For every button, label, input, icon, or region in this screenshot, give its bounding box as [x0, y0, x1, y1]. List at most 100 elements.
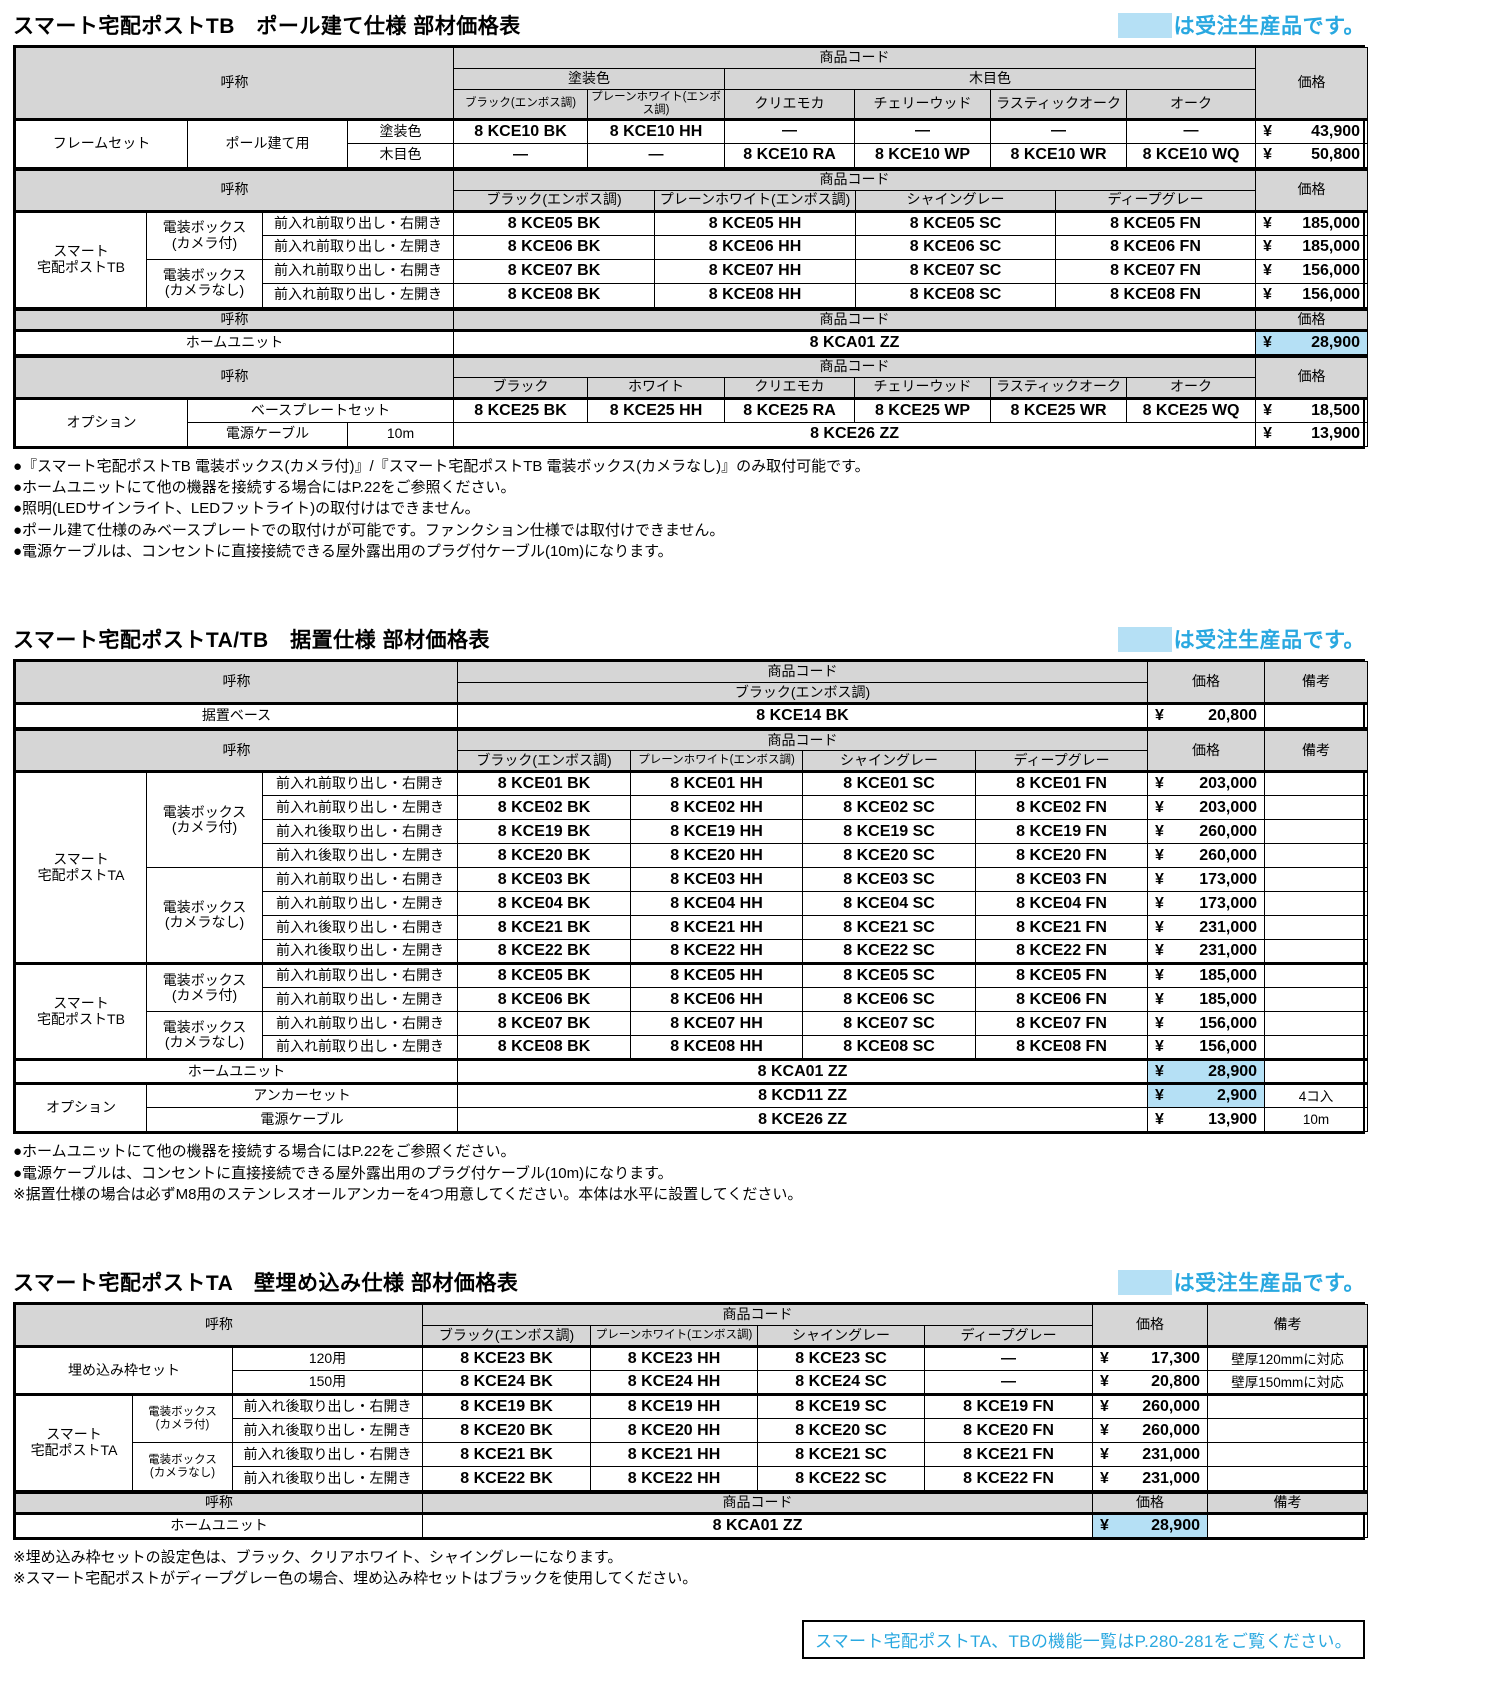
header-cell: 呼称	[15, 308, 454, 331]
header-cell: ラスティックオーク	[990, 376, 1128, 399]
header-cell: シャイングレー	[802, 750, 977, 773]
product-code-cell: 8 KCE19 HH	[630, 819, 804, 845]
header-cell: ホワイト	[587, 376, 726, 399]
price-cell: ¥203,000	[1147, 770, 1266, 797]
header-cell: ブラック(エンボス調)	[457, 682, 1148, 705]
product-code-cell: 8 KCE06 FN	[1055, 234, 1257, 260]
price-grid-section: 呼称 商品コード 価格 備考 ホームユニット 8 KCA01 ZZ ¥28,900	[15, 1491, 1368, 1539]
remark-cell	[1264, 702, 1368, 729]
price-cell: ¥28,900	[1147, 1058, 1266, 1085]
remark-cell	[1264, 795, 1369, 821]
product-code-cell: 8 KCE24 BK	[422, 1370, 592, 1396]
pole-mount-price-table: 呼称 商品コード 価格 塗装色 木目色 ブラック(エンボス調) プレーンホワイト(エンボス調…	[13, 45, 1369, 449]
section-title: スマート宅配ポストTA/TB 据置仕様 部材価格表	[13, 629, 490, 653]
price-cell: ¥231,000	[1147, 915, 1266, 941]
price-grid-section: 呼称 商品コード 価格 備考 ブラック(エンボス調) プレーンホワイト(エンボス調) シャイ…	[14, 1304, 1369, 1492]
product-code-cell: 8 KCE22 FN	[924, 1466, 1094, 1492]
product-code-cell: 8 KCE20 BK	[422, 1418, 592, 1444]
header-cell: プレーンホワイト(エンボス調)	[654, 189, 857, 212]
product-code-cell: 8 KCE22 FN	[975, 939, 1149, 965]
product-code-cell: 8 KCE01 FN	[975, 770, 1149, 797]
label-cell: 前入れ前取り出し・左開き	[261, 282, 455, 308]
label-cell: 120用	[231, 1345, 424, 1372]
price-cell: ¥173,000	[1147, 891, 1266, 917]
product-code-cell: 8 KCE10 RA	[724, 142, 856, 168]
legend-color-swatch	[1117, 12, 1172, 38]
label-cell: ホームユニット	[15, 1512, 423, 1539]
product-code-cell: 8 KCE07 HH	[654, 258, 857, 284]
product-code-cell: 8 KCE19 FN	[924, 1393, 1094, 1420]
title-row: スマート宅配ポストTA/TB 据置仕様 部材価格表 は受注生産品です。	[13, 624, 1365, 654]
note-line: ●ホームユニットにて他の機器を接続する場合にはP.22をご参照ください。	[13, 1143, 516, 1161]
note-line: ●『スマート宅配ポストTB 電装ボックス(カメラ付)』/『スマート宅配ポストTB…	[13, 457, 870, 475]
footer-reference-box: スマート宅配ポストTA、TBの機能一覧はP.280-281をご覧ください。	[801, 1619, 1365, 1659]
product-code-cell: 8 KCE04 SC	[802, 891, 977, 917]
product-code-cell: 8 KCE06 SC	[802, 987, 977, 1013]
note-line: ※据置仕様の場合は必ずM8用のステンレスオールアンカーを4つ用意してください。本…	[13, 1185, 803, 1203]
product-code-cell: 8 KCE24 HH	[590, 1370, 759, 1396]
product-code-cell: 8 KCE23 BK	[422, 1345, 592, 1372]
header-cell: 価格	[1092, 1492, 1208, 1515]
note-line: ※スマート宅配ポストがディープグレー色の場合、埋め込み枠セットはブラックを使用し…	[13, 1570, 698, 1588]
label-cell: 前入れ前取り出し・左開き	[261, 987, 459, 1013]
header-cell: チェリーウッド	[854, 376, 992, 399]
product-code-cell: 8 KCE07 HH	[630, 1011, 804, 1037]
section-title: スマート宅配ポストTA 壁埋め込み仕様 部材価格表	[13, 1272, 519, 1296]
product-code-cell: 8 KCE03 FN	[975, 867, 1149, 893]
price-grid-section: 呼称 商品コード 価格 備考 ブラック(エンボス調) プレーンホワイト(エンボス調) シャイ…	[14, 728, 1369, 1133]
product-code-cell: 8 KCE06 HH	[654, 234, 857, 260]
label-cell: オプション	[15, 396, 188, 447]
remark-cell	[1264, 1011, 1369, 1037]
build-to-order-legend: は受注生産品です。	[1117, 10, 1365, 40]
remark-cell	[1264, 915, 1369, 941]
header-cell: 商品コード	[453, 168, 1257, 191]
label-cell: 電装ボックス (カメラなし)	[146, 1011, 263, 1061]
page-title: スマート宅配ポストTB ポール建て仕様 部材価格表	[13, 15, 521, 38]
legend-label: は受注生産品です。	[1173, 1272, 1365, 1296]
product-code-cell: 8 KCE02 SC	[802, 795, 977, 821]
label-cell: ベースプレートセット	[186, 396, 455, 423]
product-code-cell: 8 KCE22 BK	[457, 939, 632, 965]
label-cell: 塗装色	[346, 117, 455, 144]
price-cell: ¥203,000	[1147, 795, 1266, 821]
product-code-cell: 8 KCE21 HH	[630, 915, 804, 941]
label-cell: ホームユニット	[15, 328, 454, 355]
product-code-cell: 8 KCE07 FN	[1055, 258, 1257, 284]
product-code-cell: 8 KCE25 BK	[453, 396, 589, 423]
label-cell: 前入れ前取り出し・左開き	[261, 891, 459, 917]
label-cell: 前入れ後取り出し・左開き	[261, 843, 459, 869]
product-code-cell: 8 KCE03 BK	[457, 867, 632, 893]
header-cell: 価格	[1255, 308, 1368, 331]
price-cell: ¥18,500	[1255, 396, 1369, 423]
product-code-cell: 8 KCE08 HH	[630, 1035, 804, 1061]
price-cell: ¥28,900	[1092, 1512, 1208, 1539]
product-code-cell: 8 KCE07 BK	[457, 1011, 632, 1037]
product-code-cell: 8 KCE05 SC	[855, 209, 1057, 236]
product-code-cell: 8 KCA01 ZZ	[457, 1058, 1149, 1085]
product-code-cell: 8 KCE08 HH	[654, 282, 857, 308]
product-code-cell: 8 KCE10 HH	[587, 117, 726, 144]
product-code-cell: 8 KCE05 FN	[975, 962, 1149, 989]
header-cell: 呼称	[14, 729, 459, 773]
product-code-cell: 8 KCE05 SC	[802, 962, 977, 989]
label-cell: 電装ボックス (カメラ付)	[146, 962, 263, 1013]
price-cell: ¥185,000	[1255, 234, 1369, 260]
header-cell: オーク	[1126, 89, 1257, 120]
legend-label: は受注生産品です。	[1173, 629, 1365, 653]
label-cell: 前入れ後取り出し・右開き	[231, 1393, 424, 1420]
legend-color-swatch	[1117, 626, 1172, 652]
remark-cell	[1264, 843, 1369, 869]
header-cell: プレーンホワイト(エンボス調)	[630, 750, 804, 773]
header-cell: 備考	[1264, 661, 1368, 705]
wall-embedded-notes: ※埋め込み枠セットの設定色は、ブラック、クリアホワイト、シャイングレーになります…	[13, 1547, 1365, 1590]
product-code-cell: 8 KCE06 BK	[457, 987, 632, 1013]
empty-code-cell: —	[724, 117, 856, 144]
remark-cell	[1207, 1442, 1369, 1468]
price-grid-section: 呼称 商品コード 価格 備考 ブラック(エンボス調) 据置ベース 8 KCE14 BK ¥20…	[15, 661, 1368, 729]
header-cell: 価格	[1255, 47, 1369, 120]
label-cell: 前入れ後取り出し・右開き	[261, 819, 459, 845]
build-to-order-legend: は受注生産品です。	[1117, 1267, 1365, 1297]
price-cell: ¥156,000	[1255, 282, 1369, 308]
header-cell: 備考	[1207, 1304, 1369, 1348]
product-code-cell: 8 KCE21 SC	[802, 915, 977, 941]
